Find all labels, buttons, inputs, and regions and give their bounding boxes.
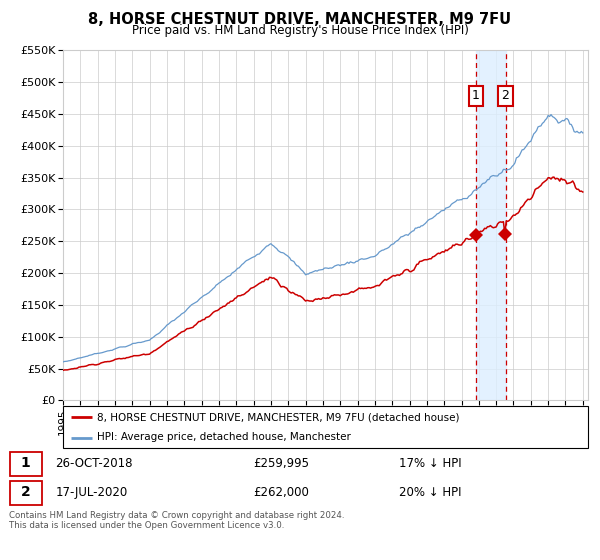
Text: 17% ↓ HPI: 17% ↓ HPI xyxy=(399,456,461,470)
Bar xyxy=(476,50,506,400)
Text: Price paid vs. HM Land Registry's House Price Index (HPI): Price paid vs. HM Land Registry's House … xyxy=(131,24,469,36)
Text: £262,000: £262,000 xyxy=(253,486,310,499)
Text: 17-JUL-2020: 17-JUL-2020 xyxy=(56,486,128,499)
Text: £259,995: £259,995 xyxy=(253,456,310,470)
Text: 26-OCT-2018: 26-OCT-2018 xyxy=(56,456,133,470)
Text: Contains HM Land Registry data © Crown copyright and database right 2024.
This d: Contains HM Land Registry data © Crown c… xyxy=(9,511,344,530)
Text: 20% ↓ HPI: 20% ↓ HPI xyxy=(399,486,461,499)
Text: 2: 2 xyxy=(20,486,30,500)
Text: 1: 1 xyxy=(472,90,479,102)
Text: 1: 1 xyxy=(20,456,30,470)
Text: 8, HORSE CHESTNUT DRIVE, MANCHESTER, M9 7FU: 8, HORSE CHESTNUT DRIVE, MANCHESTER, M9 … xyxy=(88,12,512,27)
Bar xyxy=(10,480,41,505)
Text: HPI: Average price, detached house, Manchester: HPI: Average price, detached house, Manc… xyxy=(97,432,351,442)
Bar xyxy=(10,451,41,476)
Text: 8, HORSE CHESTNUT DRIVE, MANCHESTER, M9 7FU (detached house): 8, HORSE CHESTNUT DRIVE, MANCHESTER, M9 … xyxy=(97,412,460,422)
Text: 2: 2 xyxy=(502,90,509,102)
